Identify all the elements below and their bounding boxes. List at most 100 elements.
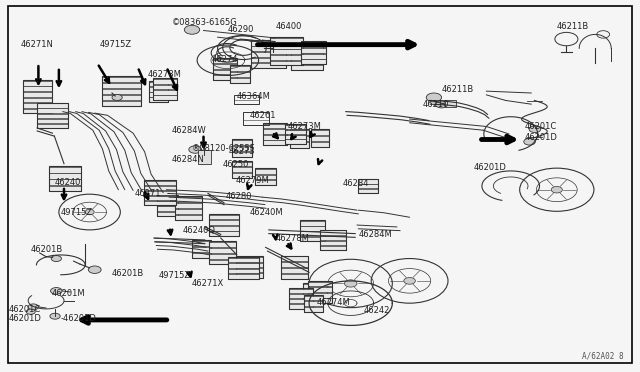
Circle shape xyxy=(344,280,357,287)
Text: 46273M: 46273M xyxy=(288,122,322,131)
Bar xyxy=(153,96,177,100)
Bar xyxy=(175,209,202,214)
Text: 46400: 46400 xyxy=(275,22,301,31)
Bar xyxy=(281,256,308,261)
Bar xyxy=(213,58,237,80)
Bar xyxy=(192,253,211,258)
Bar xyxy=(144,196,176,200)
Text: ©08363-6165G: ©08363-6165G xyxy=(172,18,237,27)
Bar xyxy=(308,287,332,292)
Circle shape xyxy=(524,138,535,145)
Bar xyxy=(209,214,239,236)
Bar xyxy=(251,40,287,68)
Bar xyxy=(213,64,237,69)
Bar xyxy=(102,76,141,106)
Bar xyxy=(320,246,346,250)
Bar xyxy=(175,196,202,220)
Text: 46284M: 46284M xyxy=(358,230,392,239)
Bar xyxy=(232,139,252,157)
Bar xyxy=(157,206,178,211)
Text: 46284W: 46284W xyxy=(172,126,206,135)
Bar xyxy=(251,52,287,57)
Bar xyxy=(153,78,177,100)
Bar xyxy=(49,166,81,190)
Bar xyxy=(311,136,329,141)
Bar xyxy=(213,75,237,80)
Circle shape xyxy=(50,313,60,319)
Bar xyxy=(153,79,177,84)
Text: 46201C: 46201C xyxy=(9,305,41,314)
Bar xyxy=(311,129,329,147)
Bar xyxy=(209,241,236,264)
Bar xyxy=(228,269,259,273)
Circle shape xyxy=(51,256,61,262)
Text: 46284: 46284 xyxy=(343,179,369,188)
Bar xyxy=(289,289,313,293)
Bar xyxy=(285,140,306,144)
Bar xyxy=(175,197,202,202)
Bar xyxy=(232,161,252,177)
Bar xyxy=(209,220,239,225)
Bar xyxy=(213,70,237,74)
Bar xyxy=(320,230,346,250)
Bar xyxy=(49,167,81,173)
Bar xyxy=(303,298,327,304)
Bar xyxy=(281,274,308,279)
Bar xyxy=(255,180,276,185)
Bar xyxy=(270,38,303,65)
Bar xyxy=(320,241,346,245)
Circle shape xyxy=(88,266,101,273)
Bar xyxy=(192,247,211,252)
Bar xyxy=(232,140,252,145)
Bar xyxy=(289,294,313,298)
Bar xyxy=(270,55,303,60)
Bar xyxy=(243,112,269,125)
Text: 46201D: 46201D xyxy=(525,133,557,142)
Bar xyxy=(198,150,211,164)
Bar xyxy=(236,268,263,272)
Bar xyxy=(301,60,326,64)
Bar xyxy=(285,130,306,134)
Text: 46284N: 46284N xyxy=(172,155,204,164)
Bar xyxy=(281,256,308,279)
Bar xyxy=(232,162,252,166)
Text: 46240Q: 46240Q xyxy=(182,226,216,235)
Text: 46278M: 46278M xyxy=(147,70,181,79)
Bar xyxy=(49,173,81,179)
Bar xyxy=(144,180,176,205)
Text: 49715Z: 49715Z xyxy=(99,40,131,49)
Bar xyxy=(304,307,323,311)
Bar xyxy=(308,293,332,298)
Text: 46271X: 46271X xyxy=(192,279,224,288)
Bar xyxy=(263,140,287,145)
Bar xyxy=(175,215,202,220)
Text: 46250: 46250 xyxy=(223,160,249,169)
Bar xyxy=(144,201,176,205)
Bar xyxy=(291,58,323,64)
Bar xyxy=(236,273,263,278)
Bar xyxy=(209,215,239,219)
Bar xyxy=(303,283,327,304)
Bar xyxy=(209,248,236,253)
Bar xyxy=(301,54,326,58)
Bar xyxy=(301,42,326,47)
Bar xyxy=(445,100,456,107)
Bar xyxy=(144,191,176,195)
Bar xyxy=(304,301,323,306)
Bar xyxy=(228,257,259,279)
Bar xyxy=(320,235,346,240)
Bar xyxy=(303,291,327,296)
Bar xyxy=(301,48,326,53)
Text: 46271: 46271 xyxy=(134,189,161,198)
Bar xyxy=(149,87,168,92)
Bar xyxy=(37,119,68,123)
Bar xyxy=(251,63,287,68)
Bar xyxy=(236,257,263,262)
Circle shape xyxy=(404,278,415,284)
Bar xyxy=(236,256,263,278)
Bar xyxy=(37,103,68,128)
Bar xyxy=(149,92,168,97)
Text: 46364M: 46364M xyxy=(237,92,271,101)
Text: 46274: 46274 xyxy=(211,55,237,64)
Bar xyxy=(251,58,287,62)
